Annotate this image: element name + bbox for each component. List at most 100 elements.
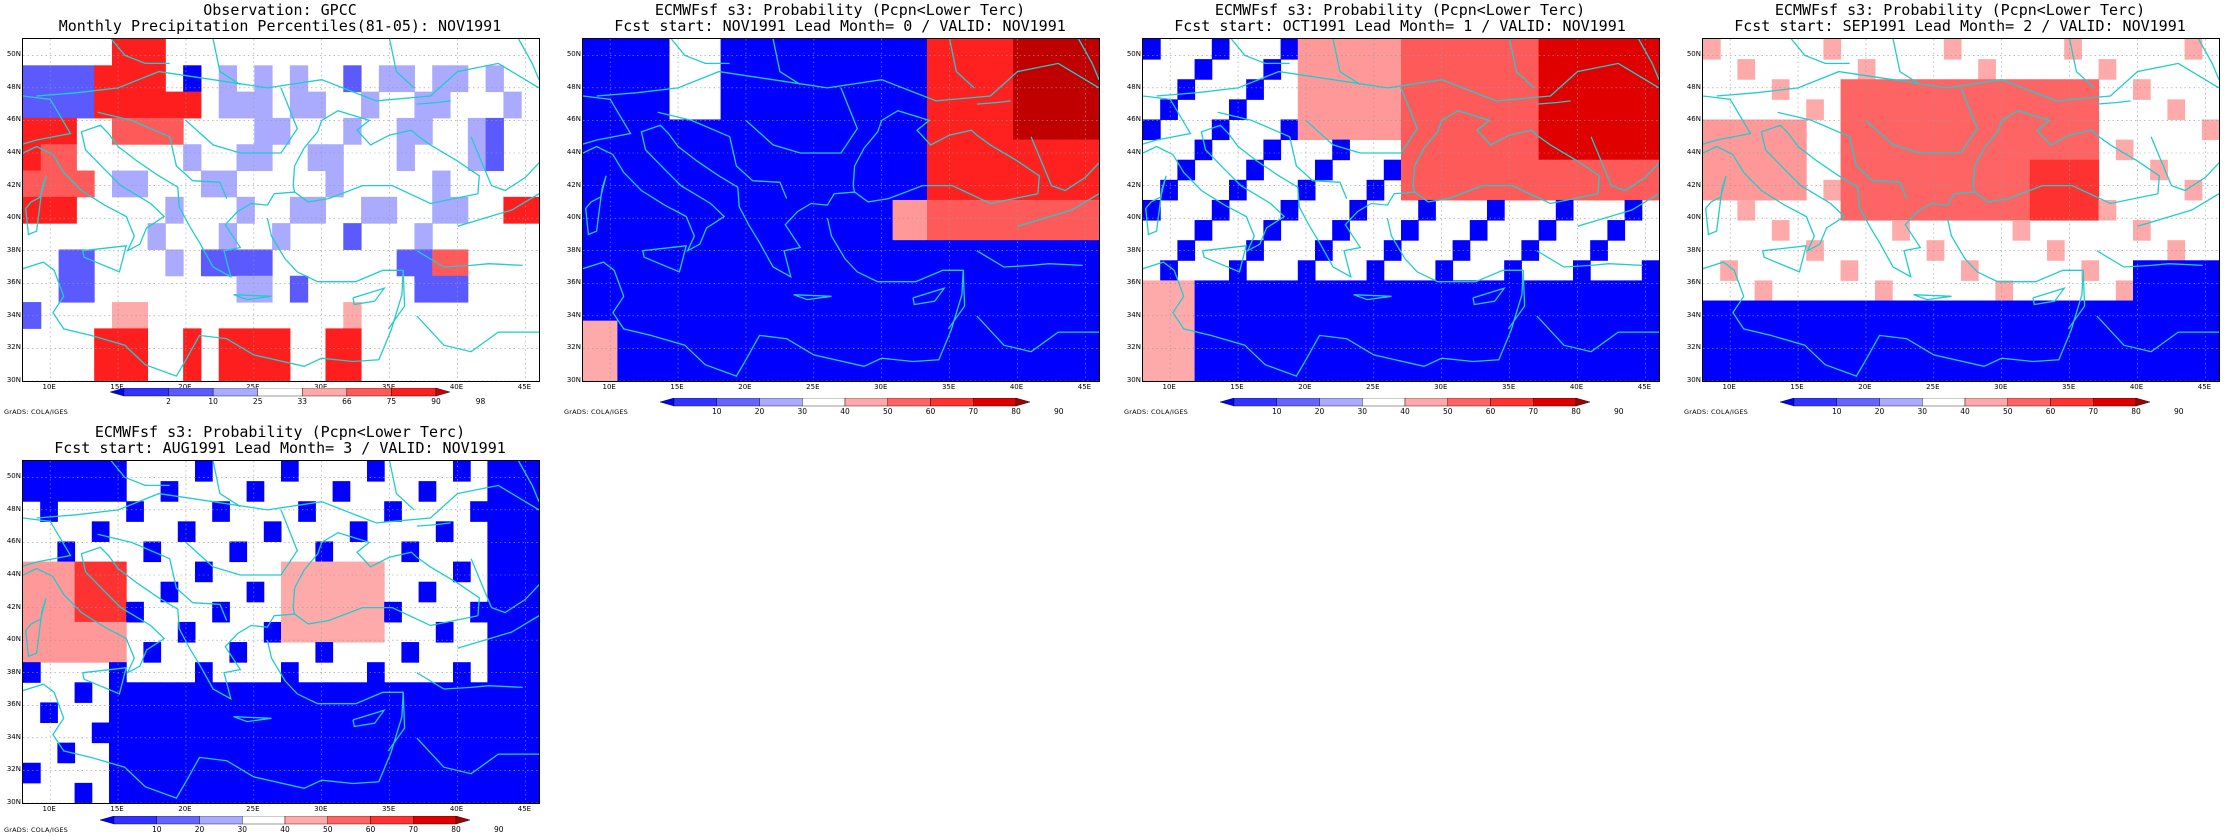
grid-cell bbox=[600, 199, 618, 221]
grid-cell bbox=[111, 354, 131, 381]
grid-cell bbox=[1081, 139, 1099, 161]
grid-cell bbox=[1943, 360, 1962, 381]
grid-cell bbox=[1703, 139, 1721, 161]
grid-cell bbox=[2081, 320, 2100, 342]
colorbar-segment bbox=[455, 816, 470, 825]
grid-cell bbox=[720, 260, 739, 281]
lon-tick-label: 45E bbox=[1637, 383, 1652, 391]
grid-cell bbox=[1366, 260, 1385, 281]
grid-cell bbox=[1469, 300, 1488, 322]
colorbar-label: 10 bbox=[208, 397, 218, 406]
grid-cell bbox=[418, 702, 437, 724]
grid-cell bbox=[944, 179, 962, 201]
grid-cell bbox=[1823, 340, 1842, 362]
grid-cell bbox=[634, 340, 653, 362]
colorbar-segment bbox=[673, 398, 717, 407]
grid-cell bbox=[177, 782, 196, 803]
grid-cell bbox=[892, 360, 911, 381]
map-panel-lead-2: ECMWFsf s3: Probability (Pcpn<Lower Terc… bbox=[1680, 0, 2240, 420]
grid-cell bbox=[2184, 360, 2203, 381]
coastline bbox=[470, 558, 539, 614]
grid-cell bbox=[1452, 39, 1471, 60]
lat-tick-label: 46N bbox=[6, 537, 21, 546]
grid-cell bbox=[432, 275, 451, 303]
grid-cell bbox=[858, 280, 876, 302]
grid-cell bbox=[806, 139, 825, 161]
grid-cell bbox=[57, 642, 76, 663]
coastline bbox=[185, 509, 299, 576]
grid-cell bbox=[892, 220, 911, 241]
lon-tick-label: 40E bbox=[449, 383, 464, 391]
colorbar-segment bbox=[2135, 398, 2150, 407]
grid-cell bbox=[720, 59, 739, 80]
grid-cell bbox=[2150, 260, 2168, 281]
grid-cell bbox=[1143, 280, 1161, 302]
grid-cell bbox=[218, 223, 238, 250]
grid-cell bbox=[1177, 280, 1196, 302]
grid-cell bbox=[1909, 99, 1928, 120]
grid-cell bbox=[109, 561, 127, 583]
grid-cell bbox=[634, 159, 653, 181]
grid-cell bbox=[2081, 179, 2100, 201]
grid-cell bbox=[1789, 139, 1807, 161]
colorbar-label: 30 bbox=[1917, 407, 1928, 416]
coastline bbox=[1972, 109, 2160, 194]
grid-cell bbox=[961, 199, 980, 221]
grid-cell bbox=[1452, 340, 1471, 362]
grid-cell bbox=[1177, 159, 1196, 181]
grid-cell bbox=[1892, 119, 1910, 141]
colorbar-segment bbox=[887, 398, 931, 407]
grid-cell bbox=[40, 581, 58, 603]
grid-cell bbox=[944, 220, 962, 241]
grid-cell bbox=[1280, 320, 1299, 342]
grid-cell bbox=[961, 159, 980, 181]
grid-cell bbox=[1194, 139, 1213, 161]
grid-cell bbox=[2167, 99, 2186, 120]
grid-cell bbox=[892, 260, 911, 281]
grid-cell bbox=[254, 91, 273, 119]
grid-cell bbox=[1047, 119, 1066, 141]
grid-cell bbox=[2133, 220, 2151, 241]
grid-cell bbox=[1143, 300, 1161, 322]
grid-cell bbox=[1194, 320, 1213, 342]
grid-cell bbox=[315, 782, 334, 803]
grid-cell bbox=[236, 328, 255, 356]
grid-cell bbox=[2064, 159, 2082, 181]
colorbar-segment bbox=[2050, 398, 2094, 407]
grid-cell bbox=[1030, 240, 1048, 261]
coastline bbox=[292, 531, 480, 616]
grid-cell bbox=[841, 199, 859, 221]
grid-cell bbox=[995, 119, 1014, 141]
grid-cell bbox=[1194, 300, 1213, 322]
grid-cell bbox=[281, 702, 299, 724]
grid-cell bbox=[470, 601, 488, 623]
grid-cell bbox=[1401, 340, 1419, 362]
grid-cell bbox=[1160, 280, 1178, 302]
grid-cell bbox=[2012, 220, 2031, 241]
colorbar-label: 70 bbox=[2088, 407, 2099, 416]
grid-cell bbox=[927, 119, 945, 141]
grid-cell bbox=[1349, 59, 1368, 80]
grid-cell bbox=[909, 159, 928, 181]
credit-text: GrADS: COLA/IGES bbox=[1684, 408, 1748, 416]
grid-cell bbox=[40, 461, 58, 482]
grid-cell bbox=[485, 117, 504, 145]
coastline bbox=[2198, 39, 2219, 80]
grid-cell bbox=[91, 481, 110, 502]
grid-cell bbox=[1452, 79, 1471, 100]
grid-cell bbox=[737, 360, 756, 381]
grid-cell bbox=[1452, 360, 1471, 381]
coastline bbox=[23, 639, 404, 799]
grid-cell bbox=[1641, 320, 1659, 342]
colorbar: 10 20 30 40 50 60 70 80 90 bbox=[1780, 398, 2184, 416]
grid-cell bbox=[978, 360, 997, 381]
grid-cell bbox=[1521, 360, 1540, 381]
grid-cell bbox=[1487, 99, 1505, 120]
colorbar-segment bbox=[242, 816, 286, 825]
grid-cell bbox=[160, 742, 179, 764]
lon-tick-label: 40E bbox=[2129, 383, 2144, 391]
coastline bbox=[657, 111, 788, 199]
grid-cell bbox=[1315, 280, 1333, 302]
lat-tick-label: 34N bbox=[1686, 310, 1701, 319]
grid-cell bbox=[1857, 199, 1876, 221]
